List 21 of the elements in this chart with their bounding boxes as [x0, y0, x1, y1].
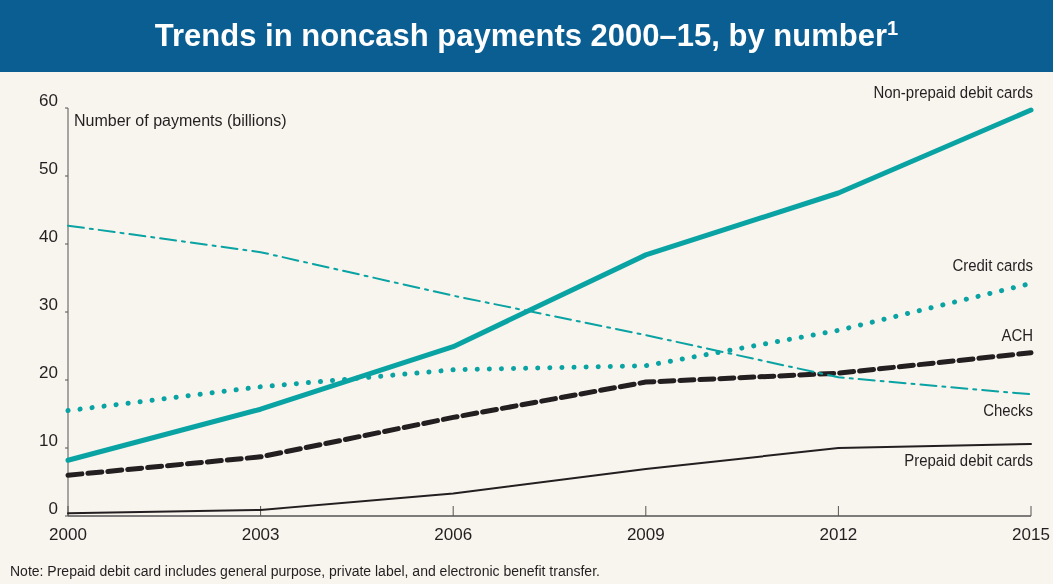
chart-title: Trends in noncash payments 2000–15, by number$^{1}$ [154, 17, 899, 53]
y-tick-label: 30 [39, 295, 58, 315]
series-label: Non-prepaid debit cards [873, 83, 1033, 102]
series-label: Checks [983, 401, 1033, 420]
x-tick-label: 2015 [1012, 525, 1050, 544]
x-tick-label: 2000 [49, 525, 87, 544]
series-label: Prepaid debit cards [904, 451, 1033, 470]
y-axis-title: Number of payments (billions) [74, 112, 287, 129]
x-tick-label: 2003 [241, 525, 280, 544]
series-label: ACH [1001, 325, 1033, 344]
y-tick-label: 10 [39, 431, 58, 451]
y-tick-label: 40 [39, 227, 58, 247]
text: Note: Prepaid debit card includes general purpose, private label, and electronic benefit transfer. [10, 563, 600, 579]
y-tick-label: 50 [39, 159, 58, 179]
y-tick-label: 60 [39, 91, 58, 111]
series-label: Credit cards [952, 256, 1033, 275]
y-tick-label: 0 [48, 499, 58, 519]
x-tick-label: 2006 [434, 525, 473, 544]
x-tick-label: 2009 [626, 525, 665, 544]
y-tick-label: 20 [39, 363, 58, 383]
x-tick-label: 2012 [819, 525, 858, 544]
